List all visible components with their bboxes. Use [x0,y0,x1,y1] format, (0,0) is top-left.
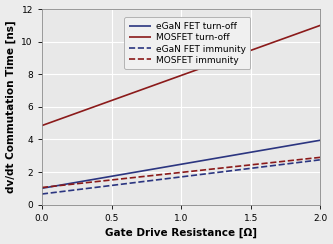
Legend: eGaN FET turn-off, MOSFET turn-off, eGaN FET immunity, MOSFET immunity: eGaN FET turn-off, MOSFET turn-off, eGaN… [124,18,250,69]
Y-axis label: dv/dt Commutation Time [ns]: dv/dt Commutation Time [ns] [6,20,16,193]
X-axis label: Gate Drive Resistance [Ω]: Gate Drive Resistance [Ω] [105,228,257,238]
